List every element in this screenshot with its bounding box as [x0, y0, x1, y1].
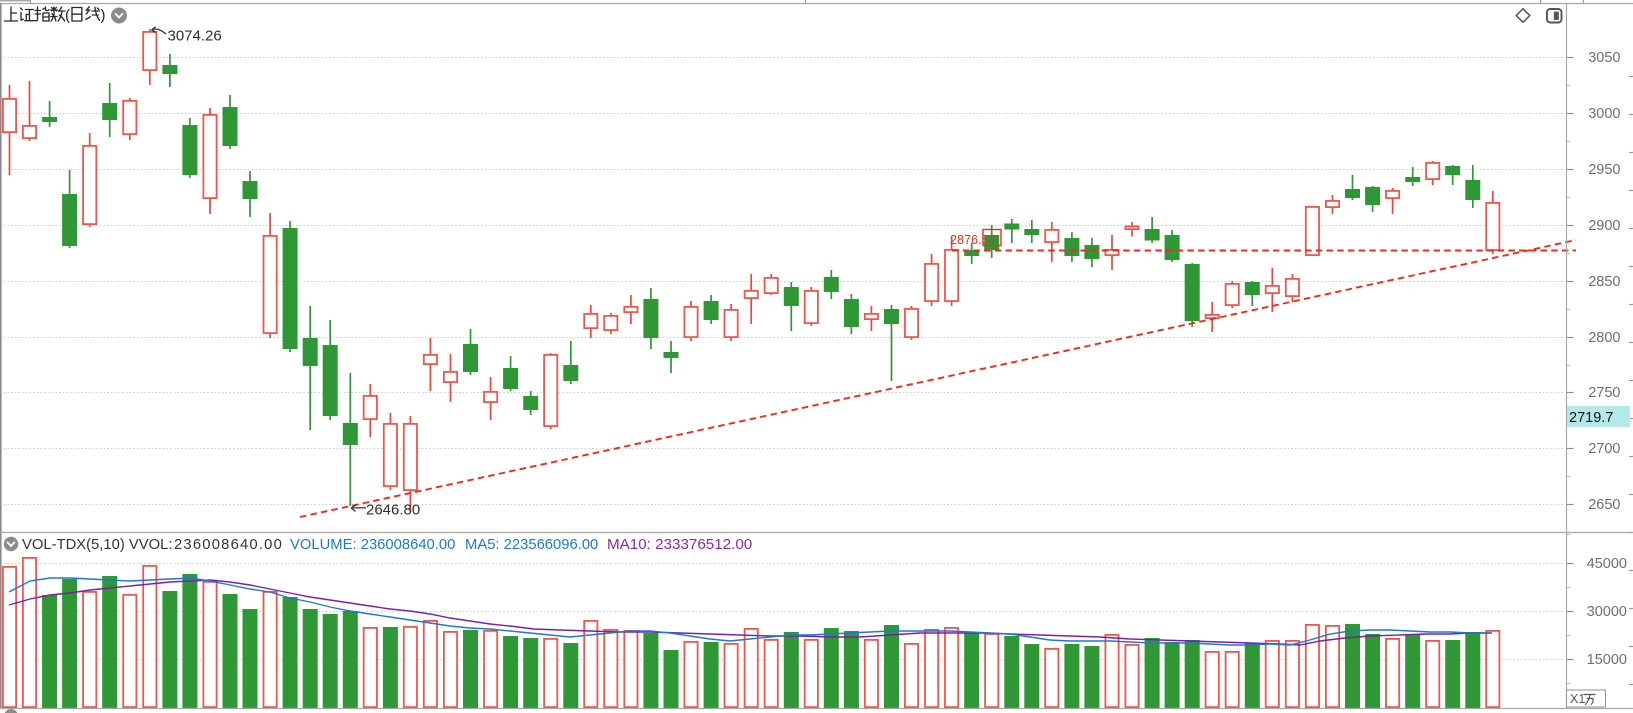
svg-text:2750: 2750: [1588, 385, 1620, 401]
svg-text:3074.26: 3074.26: [168, 27, 222, 44]
svg-text:236008640.00: 236008640.00: [174, 537, 283, 553]
svg-text:(: (: [65, 7, 70, 24]
svg-text:2719.7: 2719.7: [1569, 410, 1613, 426]
svg-text:): ): [101, 7, 106, 24]
svg-text:X1: X1: [1570, 692, 1585, 706]
svg-text:VOLUME: 236008640.00: VOLUME: 236008640.00: [290, 537, 455, 553]
svg-text:2900: 2900: [1588, 218, 1620, 234]
svg-text:30000: 30000: [1587, 604, 1627, 620]
svg-text:2650: 2650: [1588, 497, 1620, 513]
svg-text:45000: 45000: [1587, 556, 1627, 572]
svg-text:2700: 2700: [1588, 441, 1620, 457]
svg-text:15000: 15000: [1587, 652, 1627, 668]
svg-text:2646.80: 2646.80: [366, 502, 420, 519]
svg-text:2850: 2850: [1588, 274, 1620, 290]
svg-text:MA10: 233376512.00: MA10: 233376512.00: [607, 536, 752, 553]
svg-text:3050: 3050: [1588, 50, 1620, 66]
svg-text:2800: 2800: [1588, 330, 1620, 346]
svg-text:2876.54: 2876.54: [950, 233, 996, 247]
svg-text:VOL-TDX(5,10) VVOL:: VOL-TDX(5,10) VVOL:: [22, 537, 172, 553]
svg-text:MA5: 223566096.00: MA5: 223566096.00: [465, 537, 598, 553]
svg-text:3000: 3000: [1588, 106, 1620, 122]
svg-text:2950: 2950: [1588, 162, 1620, 178]
